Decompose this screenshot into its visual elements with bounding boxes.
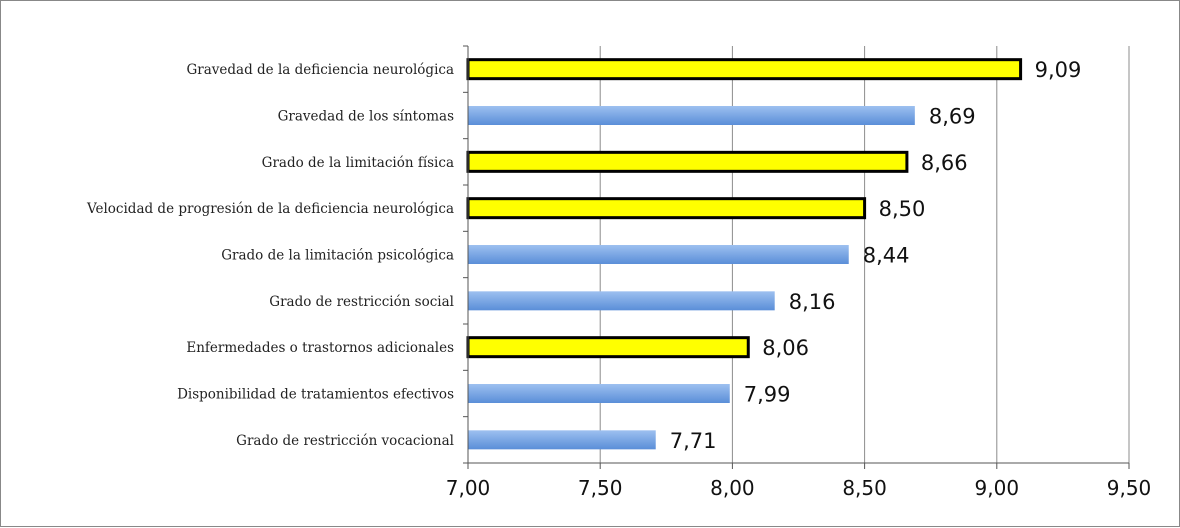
value-label: 9,09 [1035, 58, 1082, 82]
x-tick-label: 8,50 [842, 476, 887, 500]
bar-enfermedades-o-trastornos-adicionales [466, 336, 750, 359]
x-tick-label: 9,50 [1107, 476, 1152, 500]
bar-grado-de-la-limitacion-fisica [466, 150, 909, 173]
value-label: 8,06 [762, 336, 809, 360]
category-label: Disponibilidad de tratamientos efectivos [177, 387, 454, 403]
bars [466, 58, 1023, 450]
x-tick-label: 8,00 [710, 476, 755, 500]
x-tick-label: 7,50 [578, 476, 623, 500]
category-label: Grado de restricción social [269, 294, 454, 310]
bar-grado-de-restriccion-social [468, 291, 775, 311]
bar-disponibilidad-de-tratamientos-efectivos [468, 384, 730, 403]
value-label: 8,50 [879, 197, 926, 221]
category-label: Gravedad de los síntomas [278, 109, 454, 125]
value-label: 8,44 [863, 244, 910, 268]
value-label: 8,66 [921, 151, 968, 175]
category-label: Gravedad de la deficiencia neurológica [187, 62, 455, 78]
bar-velocidad-de-progresion-de-la-deficiencia-neurologica [466, 197, 867, 220]
bar-grado-de-restriccion-vocacional [468, 430, 656, 450]
value-label: 7,99 [744, 383, 791, 407]
value-label: 7,71 [670, 429, 717, 453]
axes [463, 45, 1130, 469]
value-label: 8,16 [789, 290, 836, 314]
category-label: Velocidad de progresión de la deficienci… [86, 201, 454, 217]
category-label: Grado de la limitación física [262, 155, 454, 171]
bar-gravedad-de-la-deficiencia-neurologica [466, 58, 1023, 81]
category-label: Grado de restricción vocacional [236, 433, 454, 449]
x-tick-label: 9,00 [975, 476, 1020, 500]
bar-grado-de-la-limitacion-psicologica [468, 245, 849, 264]
bar-gravedad-de-los-sintomas [468, 106, 915, 125]
value-label: 8,69 [929, 105, 976, 129]
category-label: Grado de la limitación psicológica [221, 248, 454, 264]
labels: 7,00 7,50 8,00 8,50 9,00 9,50 Gravedad de la d… [86, 58, 1151, 500]
category-label: Enfermedades o trastornos adicionales [186, 340, 454, 356]
x-tick-label: 7,00 [446, 476, 491, 500]
